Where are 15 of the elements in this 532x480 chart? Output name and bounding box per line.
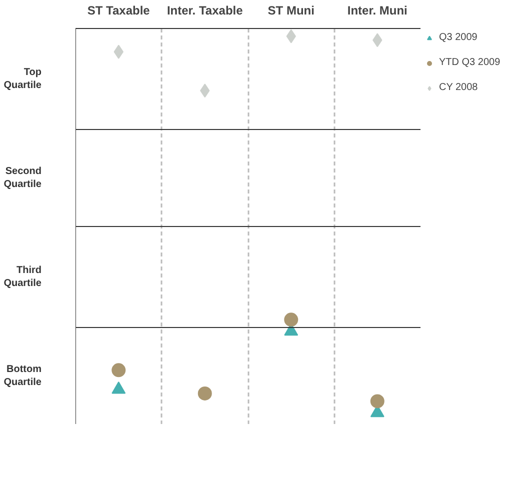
x-tick-label: Inter. Taxable	[166, 4, 244, 18]
text: Second Quartile	[4, 166, 42, 190]
text: Bottom Quartile	[4, 364, 42, 388]
x-tick-label: Inter. Muni	[347, 4, 408, 18]
point	[112, 363, 126, 378]
x-tick-label: ST Muni	[268, 4, 314, 18]
point	[370, 394, 384, 408]
legend-label: Q3 2009	[439, 32, 478, 43]
point	[198, 386, 212, 400]
x-tick-label: ST Taxable	[87, 4, 150, 18]
legend-label: CY 2008	[439, 82, 478, 93]
legend-label: YTD Q3 2009	[439, 57, 500, 68]
text: Top Quartile	[4, 66, 42, 92]
point	[284, 312, 298, 327]
text: Third Quartile	[4, 264, 42, 290]
